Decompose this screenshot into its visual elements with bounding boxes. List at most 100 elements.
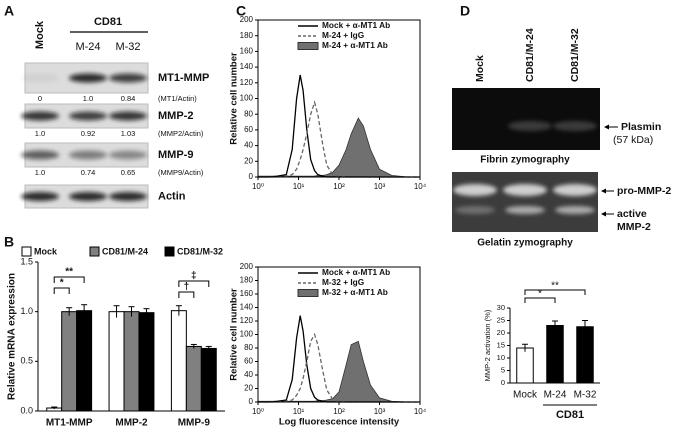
gel-band [455, 206, 495, 214]
group-label: CD81 [94, 16, 122, 28]
legend-swatch [21, 246, 32, 257]
x-tick-label: 10² [333, 407, 345, 416]
x-tick-label: M-24 [544, 390, 567, 401]
ratio: 1.0 [35, 168, 45, 177]
ratio: 0.65 [121, 168, 136, 177]
significance-bracket [178, 280, 210, 287]
gel-band [553, 184, 597, 196]
blot-band [21, 111, 59, 121]
lane-label: Mock [474, 55, 486, 82]
x-tick-label: M-32 [574, 390, 597, 401]
x-tick-label: Mock [513, 390, 538, 401]
y-tick-label: 30 [497, 303, 505, 312]
y-tick-label: 180 [240, 31, 254, 40]
bar [200, 347, 217, 412]
x-tick-label: 10¹ [293, 182, 305, 191]
x-tick-label: MT1-MMP [46, 418, 93, 428]
ratio: 1.0 [83, 94, 93, 103]
x-tick-label: 10⁰ [252, 407, 264, 416]
blot-band [21, 73, 59, 83]
legend-label: CD81/M-24 [102, 246, 148, 256]
legend-swatch [297, 289, 319, 297]
bar [61, 311, 78, 412]
y-axis-label: Relative cell number [229, 288, 240, 381]
legend-label: M-32 + IgG [322, 277, 364, 287]
y-tick-label: 60 [244, 357, 253, 366]
gel-band [453, 184, 497, 196]
blot-band [109, 73, 147, 83]
y-tick-label: 120 [240, 78, 254, 87]
panel-label: D [460, 3, 470, 19]
band-label: pro-MMP-2 [617, 185, 671, 197]
x-tick-label: MMP-2 [115, 418, 148, 428]
y-tick-label: 60 [244, 125, 253, 134]
arrow-head [601, 211, 606, 217]
blot-band [21, 150, 59, 160]
histogram-line [258, 315, 420, 403]
band-label: Plasmin [621, 121, 661, 133]
x-axis-label: Log fluorescence intensity [279, 417, 400, 428]
lane-label: CD81/M-24 [524, 28, 536, 82]
y-tick-label: 20 [244, 156, 253, 165]
group-label: CD81 [556, 409, 584, 421]
y-tick-label: 0 [501, 378, 505, 387]
caption: Fibrin zymography [480, 155, 570, 166]
bar [546, 325, 564, 384]
significance-label: ** [65, 267, 73, 278]
panel-label: C [236, 3, 246, 19]
y-axis-label: Relative mRNA expression [7, 273, 18, 400]
ratio-label: (MMP2/Actin) [158, 129, 204, 138]
gel-band [553, 121, 597, 131]
blot-label: Actin [158, 190, 186, 202]
x-tick-label: 10⁴ [414, 182, 427, 191]
ratio: 1.0 [35, 129, 45, 138]
y-tick-label: 1.0 [20, 306, 33, 316]
legend-swatch [164, 246, 175, 257]
bar [185, 345, 202, 412]
y-tick-label: 180 [240, 276, 254, 285]
legend-swatch [89, 246, 100, 257]
blot-band [109, 192, 147, 201]
significance-label: † [184, 282, 190, 293]
x-tick-label: 10³ [374, 407, 386, 416]
bar [108, 311, 125, 412]
histogram-area [257, 340, 421, 403]
ratio-label: (MMP9/Actin) [158, 168, 204, 177]
histogram-line [258, 74, 420, 178]
y-tick-label: 40 [244, 370, 253, 379]
y-axis-label: Relative cell number [229, 52, 240, 145]
lane-label: M-24 [75, 41, 100, 53]
bar [138, 312, 155, 412]
y-tick-label: 140 [240, 62, 254, 71]
significance-label: * [538, 289, 542, 300]
bar [123, 311, 140, 412]
x-tick-label: MMP-9 [178, 418, 211, 428]
y-tick-label: 0.5 [20, 356, 33, 366]
significance-bracket [524, 297, 556, 303]
legend-label: M-24 + IgG [322, 30, 364, 40]
y-tick-label: 5 [501, 365, 505, 374]
y-tick-label: 10 [497, 353, 505, 362]
y-tick-label: 20 [244, 384, 253, 393]
y-tick-label: 0.0 [20, 405, 33, 415]
caption: Gelatin zymography [477, 238, 573, 249]
x-tick-label: 10³ [374, 182, 386, 191]
significance-label: * [60, 278, 64, 289]
band-label: active [617, 208, 647, 220]
legend-swatch [297, 42, 319, 50]
x-tick-label: 10¹ [293, 407, 305, 416]
legend-label: Mock [34, 246, 58, 256]
y-tick-label: 40 [244, 141, 253, 150]
significance-bracket [53, 276, 85, 283]
x-tick-label: 10⁰ [252, 182, 264, 191]
significance-label: ** [551, 281, 559, 292]
y-tick-label: 100 [240, 330, 254, 339]
blot-band [69, 150, 107, 160]
y-tick-label: 160 [240, 47, 254, 56]
gel [452, 172, 598, 232]
y-tick-label: 0 [249, 397, 254, 406]
y-tick-label: 160 [240, 289, 254, 298]
ratio: 0.92 [81, 129, 96, 138]
y-tick-label: 100 [240, 94, 254, 103]
